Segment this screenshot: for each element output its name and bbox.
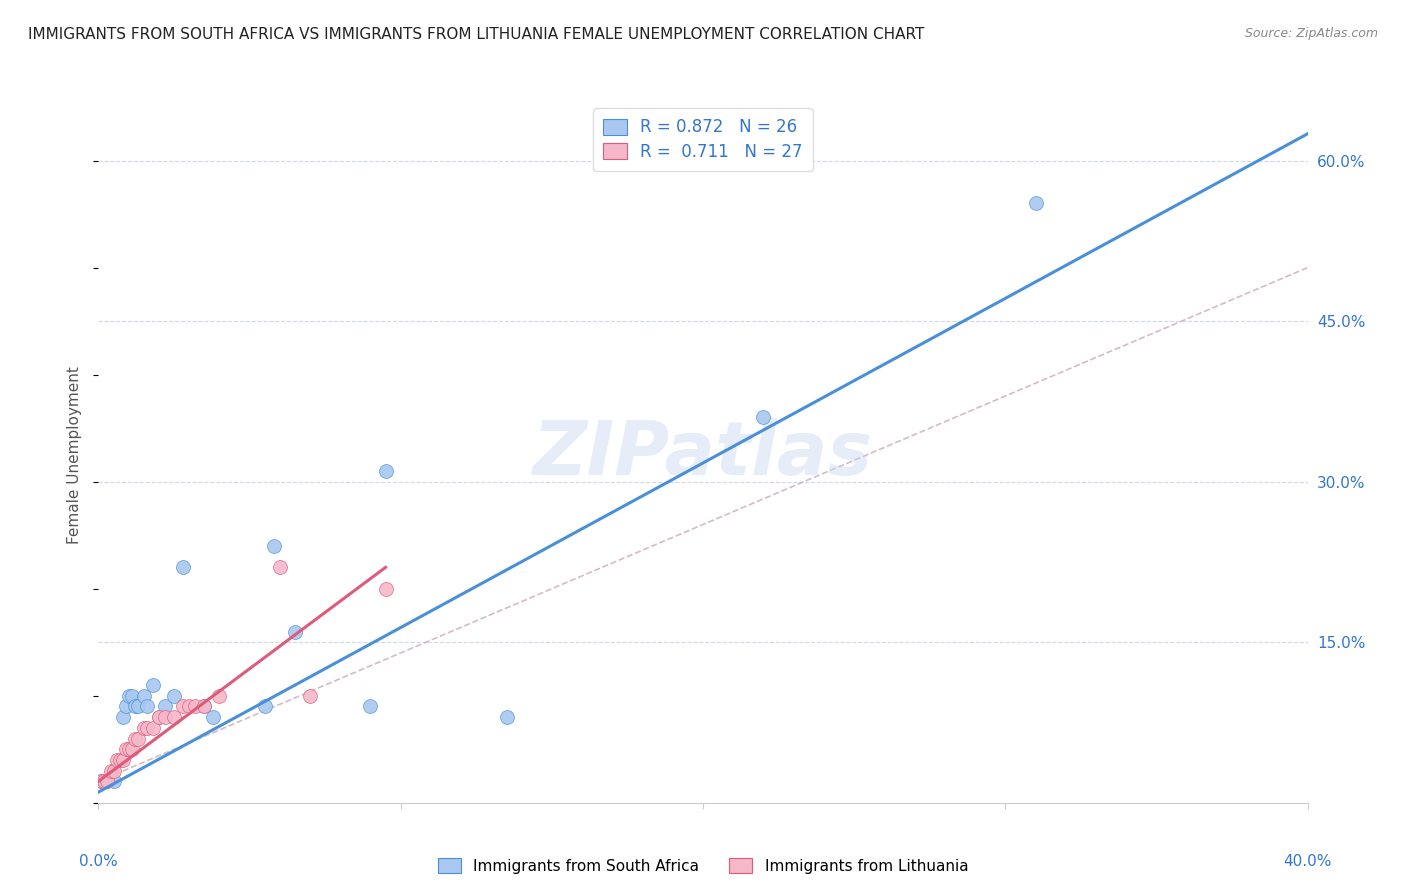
Point [172,560,194,574]
Point [127,731,149,746]
Point [148,710,170,724]
Point [1024,196,1046,211]
Point [103,774,125,789]
Point [124,699,146,714]
Point [108,753,131,767]
Point [135,721,157,735]
Legend: Immigrants from South Africa, Immigrants from Lithuania: Immigrants from South Africa, Immigrants… [432,852,974,880]
Legend: R = 0.872   N = 26, R =  0.711   N = 27: R = 0.872 N = 26, R = 0.711 N = 27 [593,109,813,171]
Point [495,710,517,724]
Point [269,560,291,574]
Point [172,699,194,714]
Point [263,539,285,553]
Point [121,742,143,756]
Point [100,764,122,778]
Point [208,689,231,703]
Point [193,699,215,714]
Point [163,689,186,703]
Point [253,699,276,714]
Point [752,410,775,425]
Point [93,774,115,789]
Point [105,753,128,767]
Point [124,731,146,746]
Text: Source: ZipAtlas.com: Source: ZipAtlas.com [1244,27,1378,40]
Point [148,710,170,724]
Point [90,774,112,789]
Point [135,699,157,714]
Text: IMMIGRANTS FROM SOUTH AFRICA VS IMMIGRANTS FROM LITHUANIA FEMALE UNEMPLOYMENT CO: IMMIGRANTS FROM SOUTH AFRICA VS IMMIGRAN… [28,27,925,42]
Point [184,699,207,714]
Point [360,699,382,714]
Text: 40.0%: 40.0% [1284,855,1331,869]
Point [142,721,165,735]
Point [132,689,155,703]
Point [114,699,136,714]
Point [118,742,141,756]
Point [132,721,155,735]
Point [96,774,118,789]
Text: 0.0%: 0.0% [79,855,118,869]
Point [114,742,136,756]
Point [118,689,141,703]
Point [163,710,186,724]
Point [299,689,322,703]
Y-axis label: Female Unemployment: Female Unemployment [67,366,83,544]
Point [153,699,176,714]
Text: ZIPatlas: ZIPatlas [533,418,873,491]
Point [374,464,396,478]
Point [103,764,125,778]
Point [193,699,215,714]
Point [179,699,201,714]
Point [90,774,112,789]
Point [111,710,134,724]
Point [202,710,225,724]
Point [111,753,134,767]
Point [127,699,149,714]
Point [374,582,396,596]
Point [121,689,143,703]
Point [96,774,118,789]
Point [153,710,176,724]
Point [142,678,165,692]
Point [284,624,307,639]
